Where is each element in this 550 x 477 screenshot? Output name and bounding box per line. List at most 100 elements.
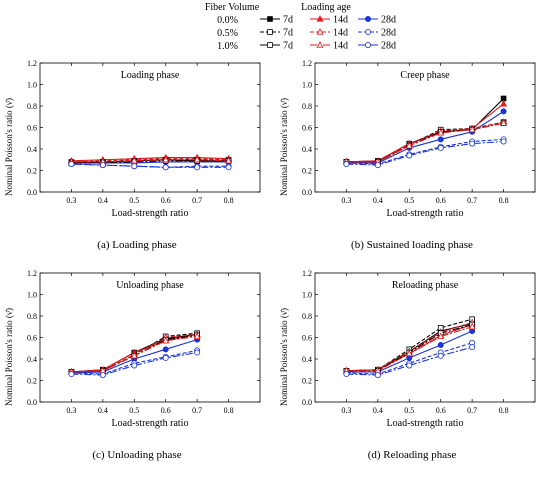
data-point-circle [406,362,413,369]
x-axis-label: Load-strength ratio [387,418,464,429]
legend-marker-square [267,29,273,35]
series-0.0%-7d [343,95,507,165]
x-tick-label: 0.8 [499,406,509,415]
data-point-triangle [405,349,413,357]
data-point-triangle [500,100,508,107]
plot-frame [39,272,261,403]
series-line [71,163,229,168]
y-tick-label: 0.8 [302,312,312,321]
data-point-circle [500,138,507,145]
series-line [71,158,229,163]
data-point-circle [162,346,169,353]
series-line [71,352,198,376]
chart-panel-unloading: Unloading phase Load-strength ratio Nomi… [0,262,275,472]
x-axis-label: Load-strength ratio [112,208,189,219]
legend-fiber-title: Fiber Volume [205,2,260,13]
series-0.5%-7d [343,119,507,165]
x-tick-label: 0.6 [161,406,171,415]
legend-marker-circle [364,28,371,35]
legend-age-label: 28d [381,28,396,39]
x-tick-label: 0.6 [436,406,446,415]
series-1.0%-7d [343,120,507,165]
figure-legend: Fiber Volume Loading age 0.0% 0.5% 1.0% … [0,0,550,52]
legend-age-label: 14d [333,41,348,52]
series-line [346,138,504,165]
data-point-circle [437,342,444,349]
data-point-circle [437,136,444,143]
data-point-triangle [162,336,170,344]
y-tick-label: 0.6 [27,334,37,343]
legend-age-label: 28d [381,41,396,52]
x-tick-label: 0.3 [66,406,76,415]
y-tick-label: 0.2 [302,167,312,176]
panel-caption: (d) Reloading phase [368,449,457,461]
data-point-circle [469,140,476,147]
chart-panel-reloading: Reloading phase Load-strength ratio Nomi… [275,262,550,472]
legend-fiber-0: 0.0% [217,15,238,26]
data-point-circle [194,164,201,171]
series-line [346,346,473,376]
x-tick-label: 0.8 [499,196,509,205]
y-tick-label: 1.0 [302,291,312,300]
legend-age-label: 7d [283,28,293,39]
chart-creep: Creep phase Load-strength ratio Nominal … [279,59,536,251]
legend-age-label: 7d [283,15,293,26]
series-line [346,98,504,163]
y-tick-label: 0.8 [27,312,37,321]
y-tick-label: 1.0 [302,81,312,90]
y-tick-label: 0.4 [302,145,312,154]
legend-entry-0.0%-14d: 14d [310,15,348,26]
legend-marker-triangle [316,15,324,22]
y-tick-label: 1.0 [27,291,37,300]
data-point-circle [131,362,138,369]
x-tick-label: 0.7 [467,406,477,415]
data-point-circle [131,163,138,170]
x-tick-label: 0.5 [129,196,139,205]
legend-age-label: 14d [333,28,348,39]
series-line [346,103,504,163]
legend-marker-circle [364,15,371,22]
legend-fiber-1: 0.5% [217,28,238,39]
x-tick-label: 0.3 [341,406,351,415]
data-point-circle [225,164,232,171]
legend-marker-square [267,16,273,22]
data-point-circle [194,349,201,356]
data-point-triangle [162,155,170,163]
legend-age-label: 28d [381,15,396,26]
data-point-circle [162,354,169,361]
legend-entry-1.0%-28d: 28d [358,41,396,52]
data-point-circle [343,161,350,168]
x-tick-label: 0.7 [467,196,477,205]
data-point-circle [374,372,381,379]
x-tick-label: 0.8 [224,196,234,205]
chart-inner-title: Loading phase [121,70,180,81]
x-tick-label: 0.7 [192,196,202,205]
y-tick-label: 0.6 [302,334,312,343]
data-point-circle [374,162,381,169]
legend-entry-0.5%-14d: 14d [310,28,348,39]
x-tick-label: 0.4 [373,406,383,415]
legend-entry-0.5%-28d: 28d [358,28,396,39]
legend-age-label: 14d [333,15,348,26]
data-point-triangle [225,156,233,164]
legend-entry-0.0%-7d: 7d [260,15,293,26]
x-axis-label: Load-strength ratio [112,418,189,429]
data-point-triangle [468,125,476,133]
data-point-triangle [193,155,201,163]
plot-frame [314,272,536,403]
legend-entry-1.0%-14d: 14d [310,41,348,52]
y-axis-label: Nominal Poisson's ratio (ν̄) [4,98,14,196]
data-point-circle [99,372,106,379]
data-point-triangle [437,332,445,340]
series-0.0%-14d [342,100,508,165]
chart-reloading: Reloading phase Load-strength ratio Nomi… [279,269,536,461]
x-tick-label: 0.4 [98,406,108,415]
series-line [71,159,229,163]
y-tick-label: 1.2 [302,269,312,278]
data-point-circle [500,108,507,115]
legend-svg: Fiber Volume Loading age 0.0% 0.5% 1.0% … [205,2,396,52]
chart-inner-title: Creep phase [400,70,450,81]
data-point-circle [437,144,444,151]
chart-panel-loading: Loading phase Load-strength ratio Nomina… [0,52,275,262]
y-tick-label: 1.2 [302,59,312,68]
